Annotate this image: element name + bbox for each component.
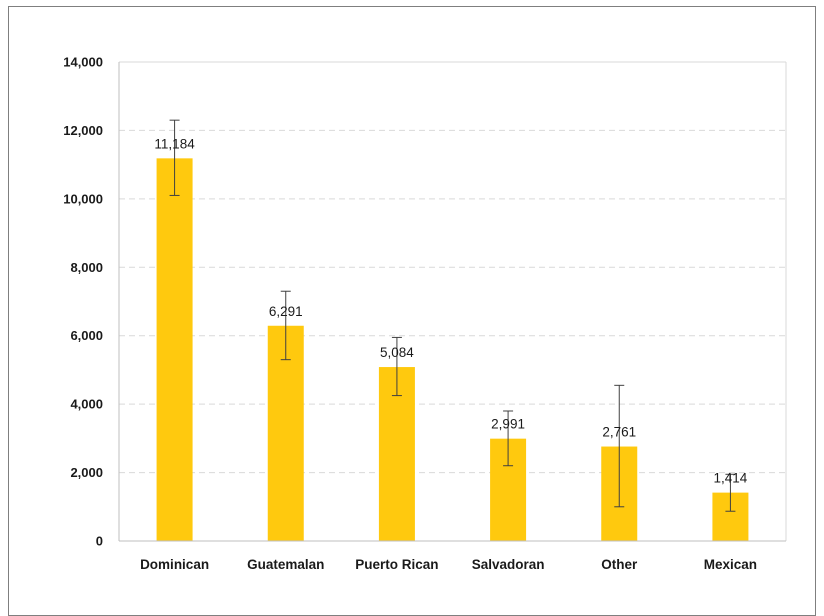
y-tick-label-5: 10,000 <box>63 191 103 206</box>
y-tick-label-3: 6,000 <box>70 328 103 343</box>
y-tick-label-6: 12,000 <box>63 123 103 138</box>
y-tick-label-0: 0 <box>96 534 103 549</box>
y-tick-label-4: 8,000 <box>70 260 103 275</box>
y-tick-label-2: 4,000 <box>70 397 103 412</box>
x-tick-label-1: Guatemalan <box>247 557 324 572</box>
y-tick-label-7: 14,000 <box>63 55 103 70</box>
bar-dominican <box>156 158 193 542</box>
bar-chart: 02,0004,0006,0008,00010,00012,00014,000 … <box>63 55 787 572</box>
error-bars <box>169 119 736 512</box>
bar-guatemalan <box>267 325 304 541</box>
data-label-1: 6,291 <box>269 304 303 319</box>
x-tick-label-2: Puerto Rican <box>355 557 438 572</box>
data-label-5: 1,414 <box>714 471 748 486</box>
x-axis-labels: Dominican Guatemalan Puerto Rican Salvadora… <box>140 557 757 572</box>
data-label-3: 2,991 <box>491 417 525 432</box>
bars <box>156 158 749 542</box>
x-tick-label-0: Dominican <box>140 557 209 572</box>
x-tick-label-3: Salvadoran <box>472 557 545 572</box>
axes <box>118 61 787 542</box>
data-label-0: 11,184 <box>154 136 195 151</box>
y-axis-ticks: 0 2,000 4,000 6,000 8,000 10,000 12,000 14,000 <box>63 55 103 549</box>
grid-lines <box>119 61 786 474</box>
x-tick-label-5: Mexican <box>704 557 757 572</box>
data-labels: 11,184 6,291 5,084 2,991 2,761 1,414 <box>154 136 747 485</box>
x-tick-label-4: Other <box>601 557 638 572</box>
data-label-4: 2,761 <box>602 425 636 440</box>
y-tick-label-1: 2,000 <box>70 465 103 480</box>
data-label-2: 5,084 <box>380 345 414 360</box>
